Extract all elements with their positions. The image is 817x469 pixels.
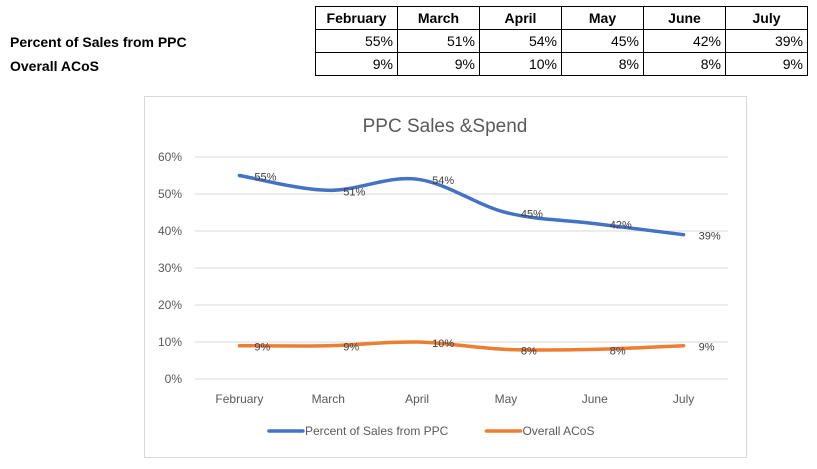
table-cell: 8%: [561, 52, 644, 76]
y-tick-label: 30%: [158, 261, 182, 275]
legend-label: Overall ACoS: [522, 424, 594, 438]
data-label: 9%: [699, 342, 715, 354]
table-header-cell: June: [643, 6, 726, 30]
x-tick-label: February: [215, 392, 263, 406]
table-header-cell: March: [397, 6, 480, 30]
data-table: February March April May June July 55% 5…: [315, 6, 808, 76]
table-cell: 51%: [397, 29, 480, 53]
row-label-ppc: Percent of Sales from PPC: [10, 34, 187, 50]
table-cell: 55%: [315, 29, 398, 53]
x-tick-label: May: [495, 392, 518, 406]
x-tick-label: July: [673, 392, 694, 406]
table-row: 55% 51% 54% 45% 42% 39%: [315, 29, 808, 53]
legend-label: Percent of Sales from PPC: [305, 424, 449, 438]
table-cell: 39%: [725, 29, 808, 53]
table-header-cell: July: [725, 6, 808, 30]
table-header-cell: April: [479, 6, 562, 30]
table-header-cell: May: [561, 6, 644, 30]
row-label-acos: Overall ACoS: [10, 58, 99, 74]
data-label: 9%: [343, 342, 359, 354]
data-label: 45%: [521, 209, 543, 221]
table-cell: 54%: [479, 29, 562, 53]
line-chart: PPC Sales &Spend 0% 10% 20% 30% 40% 50% 60% Febr…: [158, 116, 728, 438]
table-header-row: February March April May June July: [315, 6, 808, 30]
data-label: 8%: [610, 345, 626, 357]
data-label: 54%: [432, 175, 454, 187]
data-label: 39%: [699, 231, 721, 243]
data-label: 55%: [254, 172, 276, 184]
data-label: 9%: [254, 342, 270, 354]
series-line-ppc: [237, 173, 686, 237]
table-cell: 42%: [643, 29, 726, 53]
y-tick-label: 40%: [158, 224, 182, 238]
x-tick-label: June: [582, 392, 608, 406]
series-line-acos: [237, 340, 686, 352]
y-tick-label: 60%: [158, 150, 182, 164]
data-label: 42%: [610, 220, 632, 232]
table-header-cell: February: [315, 6, 398, 30]
y-tick-label: 0%: [165, 372, 183, 386]
table-cell: 45%: [561, 29, 644, 53]
y-tick-label: 10%: [158, 335, 182, 349]
table-cell: 9%: [397, 52, 480, 76]
x-tick-label: March: [312, 392, 345, 406]
table-row: 9% 9% 10% 8% 8% 9%: [315, 52, 808, 76]
chart-title: PPC Sales &Spend: [363, 116, 528, 137]
y-tick-label: 20%: [158, 298, 182, 312]
x-tick-label: April: [405, 392, 429, 406]
table-cell: 10%: [479, 52, 562, 76]
data-label: 8%: [521, 345, 537, 357]
y-tick-label: 50%: [158, 187, 182, 201]
table-cell: 9%: [315, 52, 398, 76]
data-label: 51%: [343, 186, 365, 198]
data-label: 10%: [432, 338, 454, 350]
table-cell: 9%: [725, 52, 808, 76]
chart-area: PPC Sales &Spend 0% 10% 20% 30% 40% 50% 60% Febr…: [144, 96, 747, 458]
table-cell: 8%: [643, 52, 726, 76]
